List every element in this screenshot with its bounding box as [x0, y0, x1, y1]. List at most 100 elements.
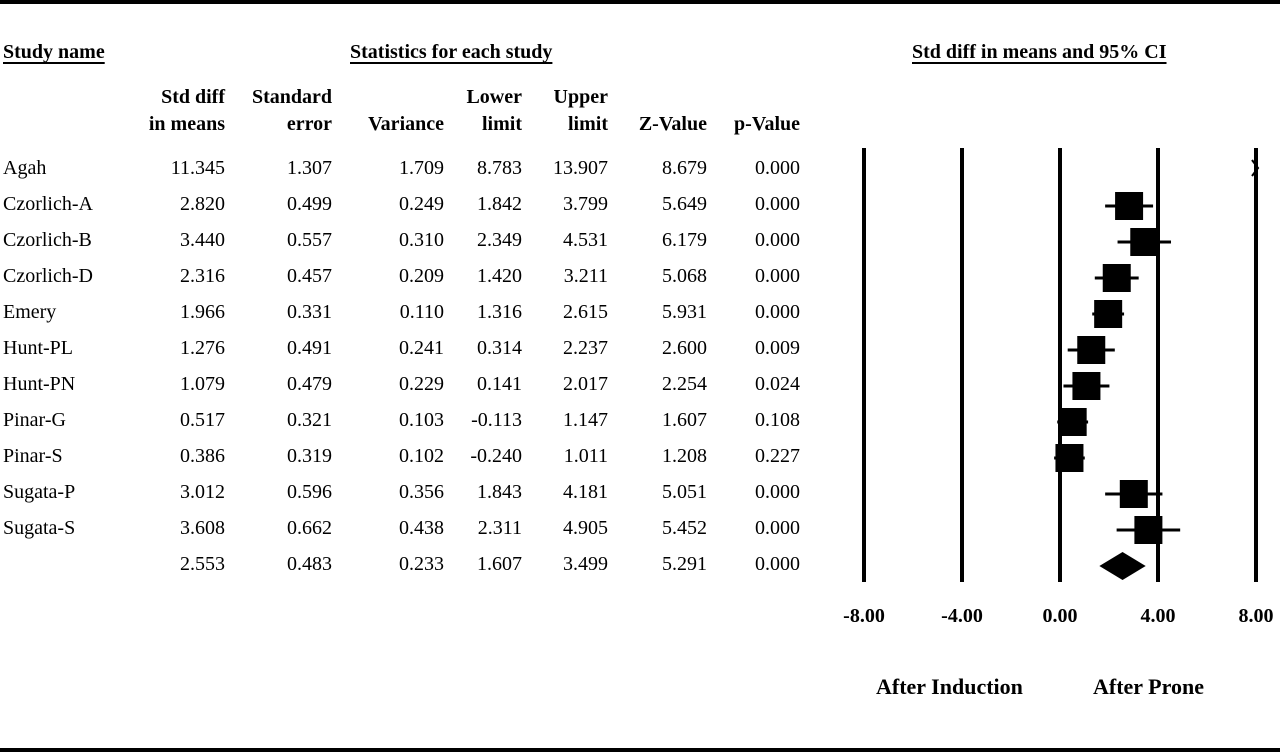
study-point-square — [1115, 192, 1144, 220]
column-header-se: Standard — [251, 86, 332, 108]
direction-label-left: After Induction — [876, 674, 1023, 699]
tick-label: -4.00 — [941, 605, 983, 627]
cell-std-diff: 0.386 — [180, 445, 225, 467]
study-point-square — [1102, 264, 1131, 292]
cell-se: 0.557 — [287, 229, 332, 251]
tick-label: 4.00 — [1141, 605, 1176, 627]
cell-se: 0.479 — [287, 373, 332, 395]
column-header-lower: limit — [482, 113, 522, 135]
cell-lower: 0.314 — [477, 337, 522, 359]
cell-std-diff: 1.966 — [180, 301, 225, 323]
cell-std-diff: 3.608 — [180, 517, 225, 539]
cell-p: 0.108 — [755, 409, 800, 431]
cell-variance: 0.103 — [399, 409, 444, 431]
cell-upper: 3.499 — [563, 553, 608, 575]
cell-se: 0.321 — [287, 409, 332, 431]
cell-lower: 1.316 — [477, 301, 522, 323]
study-name-cell: Agah — [3, 157, 47, 179]
cell-upper: 3.799 — [563, 193, 608, 215]
direction-label-right: After Prone — [1093, 674, 1204, 699]
cell-se: 0.319 — [287, 445, 332, 467]
cell-upper: 13.907 — [553, 157, 608, 179]
tick-label: 0.00 — [1043, 605, 1078, 627]
cell-upper: 4.181 — [563, 481, 608, 503]
cell-std-diff: 11.345 — [170, 157, 225, 179]
cell-lower: -0.240 — [470, 445, 522, 467]
cell-variance: 0.310 — [399, 229, 444, 251]
cell-z: 2.600 — [662, 337, 707, 359]
cell-lower: 1.420 — [477, 265, 522, 287]
cell-z: 5.452 — [662, 517, 707, 539]
cell-std-diff: 2.316 — [180, 265, 225, 287]
cell-p: 0.000 — [755, 229, 800, 251]
cell-lower: 1.843 — [477, 481, 522, 503]
study-name-cell: Sugata-P — [3, 481, 76, 503]
cell-variance: 0.438 — [399, 517, 444, 539]
cell-upper: 1.147 — [563, 409, 608, 431]
study-point-square — [1130, 228, 1159, 256]
cell-upper: 3.211 — [563, 265, 608, 287]
cell-variance: 0.356 — [399, 481, 444, 503]
study-point-square — [1077, 336, 1106, 364]
cell-lower: 8.783 — [477, 157, 522, 179]
top-rule — [0, 0, 1280, 4]
cell-variance: 0.249 — [399, 193, 444, 215]
cell-se: 0.662 — [287, 517, 332, 539]
cell-z: 5.649 — [662, 193, 707, 215]
cell-p: 0.227 — [755, 445, 800, 467]
study-point-square — [1072, 372, 1101, 400]
cell-p: 0.000 — [755, 517, 800, 539]
study-name-cell: Pinar-G — [3, 409, 66, 431]
cell-variance: 1.709 — [399, 157, 444, 179]
cell-variance: 0.110 — [399, 301, 444, 323]
cell-p: 0.000 — [755, 265, 800, 287]
cell-upper: 1.011 — [563, 445, 608, 467]
cell-variance: 0.209 — [399, 265, 444, 287]
cell-std-diff: 1.079 — [180, 373, 225, 395]
cell-p: 0.000 — [755, 553, 800, 575]
cell-variance: 0.229 — [399, 373, 444, 395]
study-point-square — [1119, 480, 1148, 508]
cell-se: 0.491 — [287, 337, 332, 359]
cell-z: 5.068 — [662, 265, 707, 287]
cell-se: 1.307 — [287, 157, 332, 179]
cell-variance: 0.233 — [399, 553, 444, 575]
study-name-header: Study name — [3, 41, 105, 63]
cell-se: 0.331 — [287, 301, 332, 323]
column-header-p: p-Value — [734, 113, 800, 135]
cell-lower: 0.141 — [477, 373, 522, 395]
cell-se: 0.596 — [287, 481, 332, 503]
study-name-cell: Hunt-PN — [3, 373, 76, 395]
column-header-se: error — [286, 113, 332, 135]
cell-upper: 2.237 — [563, 337, 608, 359]
study-name-cell: Emery — [3, 301, 57, 323]
cell-z: 1.607 — [662, 409, 707, 431]
bottom-rule — [0, 748, 1280, 752]
cell-z: 8.679 — [662, 157, 707, 179]
cell-se: 0.499 — [287, 193, 332, 215]
cell-p: 0.000 — [755, 157, 800, 179]
cell-upper: 4.531 — [563, 229, 608, 251]
column-header-std-diff: in means — [148, 113, 225, 135]
cell-variance: 0.102 — [399, 445, 444, 467]
study-name-cell: Hunt-PL — [3, 337, 73, 359]
cell-lower: 2.349 — [477, 229, 522, 251]
study-point-square — [1134, 516, 1163, 544]
cell-z: 6.179 — [662, 229, 707, 251]
cell-std-diff: 3.012 — [180, 481, 225, 503]
cell-z: 5.051 — [662, 481, 707, 503]
cell-p: 0.000 — [755, 193, 800, 215]
cell-std-diff: 2.820 — [180, 193, 225, 215]
cell-p: 0.000 — [755, 301, 800, 323]
cell-std-diff: 3.440 — [180, 229, 225, 251]
study-name-cell: Pinar-S — [3, 445, 63, 467]
cell-se: 0.457 — [287, 265, 332, 287]
tick-label: 8.00 — [1239, 605, 1274, 627]
cell-p: 0.009 — [755, 337, 800, 359]
cell-upper: 2.615 — [563, 301, 608, 323]
cell-z: 5.291 — [662, 553, 707, 575]
cell-z: 1.208 — [662, 445, 707, 467]
cell-lower: 1.607 — [477, 553, 522, 575]
cell-z: 2.254 — [662, 373, 707, 395]
